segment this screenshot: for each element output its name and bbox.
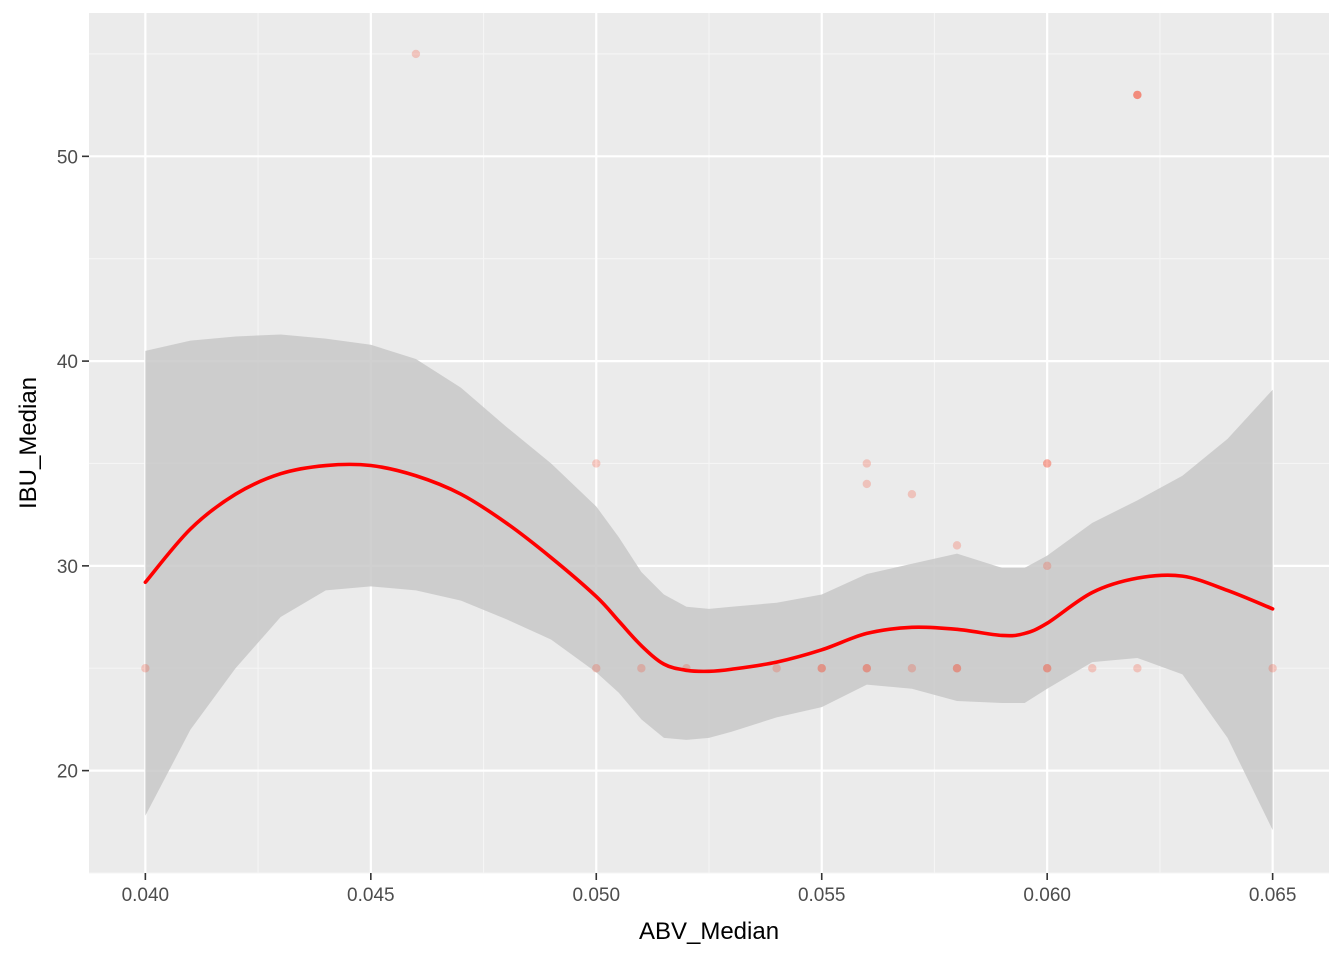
data-point (1133, 664, 1142, 673)
x-tick-label: 0.045 (347, 885, 395, 906)
x-tick-label: 0.050 (572, 885, 620, 906)
data-point (817, 664, 826, 673)
confidence-band (145, 334, 1273, 830)
data-point (1088, 664, 1097, 673)
data-point (411, 49, 421, 59)
y-tick-label: 20 (57, 762, 78, 783)
data-point (1133, 90, 1142, 100)
data-point (1042, 459, 1052, 468)
y-axis: 20 30 40 50 (57, 147, 89, 783)
data-point (592, 664, 601, 673)
x-tick-label: 0.065 (1249, 885, 1297, 906)
data-point (817, 664, 826, 673)
y-tick-label: 40 (57, 352, 78, 373)
data-point (772, 664, 781, 673)
x-tick-label: 0.055 (798, 885, 846, 906)
data-point (141, 664, 150, 673)
data-point (1133, 90, 1142, 100)
data-point (952, 664, 962, 673)
data-point (1042, 664, 1052, 673)
confidence-band-layer (145, 334, 1273, 830)
data-point (1133, 90, 1142, 100)
data-point (862, 479, 872, 489)
data-point (907, 664, 917, 673)
x-axis: 0.040 0.045 0.050 0.055 0.060 0.065 (122, 873, 1297, 906)
data-point (907, 489, 917, 499)
data-point (1042, 664, 1052, 673)
data-point (862, 459, 872, 468)
y-tick-label: 30 (57, 557, 78, 578)
data-point (637, 664, 646, 673)
data-point (1042, 561, 1052, 571)
smooth-line (143, 462, 1275, 674)
x-tick-label: 0.060 (1023, 885, 1071, 906)
data-point (952, 664, 962, 673)
points-layer (141, 49, 1277, 673)
data-point (1042, 459, 1052, 468)
y-tick-label: 50 (57, 147, 78, 168)
y-axis-title: IBU_Median (15, 377, 42, 509)
smooth-line-layer (143, 462, 1275, 674)
data-point (862, 664, 872, 673)
data-point (952, 541, 962, 550)
data-point (1268, 664, 1277, 673)
data-point (862, 664, 872, 673)
data-point (592, 459, 601, 468)
x-tick-label: 0.040 (122, 885, 170, 906)
x-axis-title: ABV_Median (639, 918, 779, 945)
